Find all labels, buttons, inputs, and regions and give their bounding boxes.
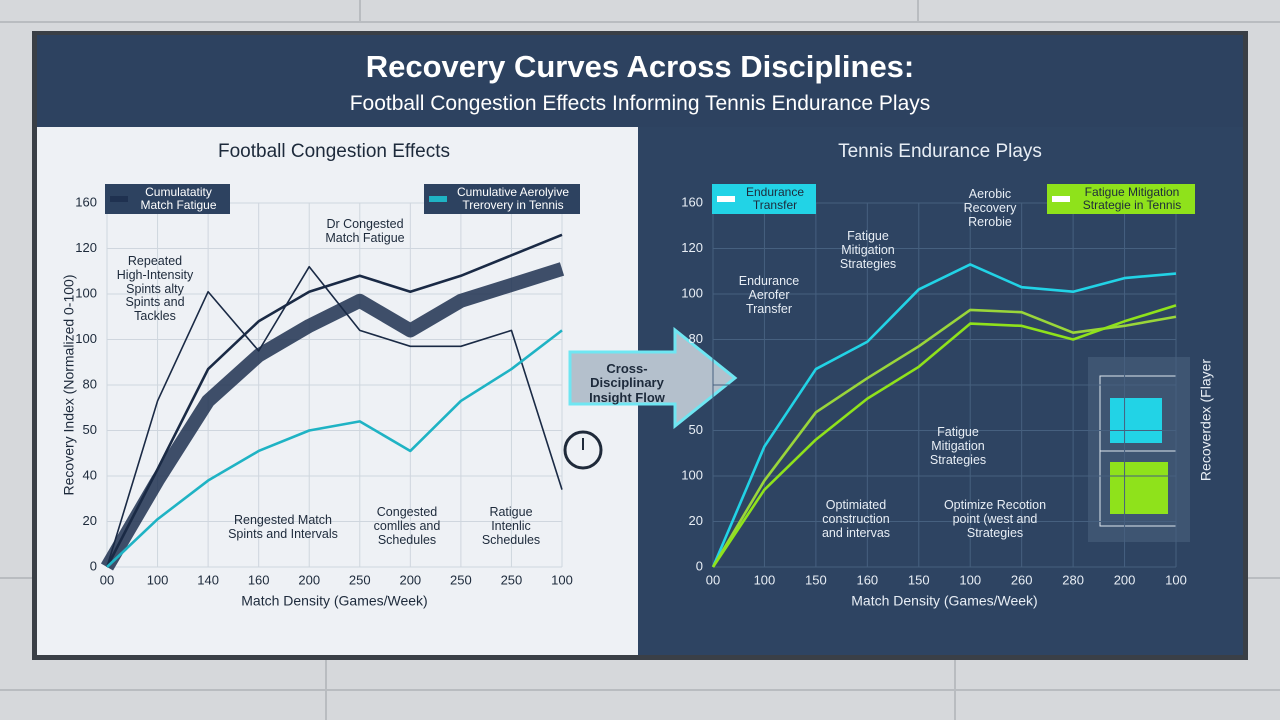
annotation: Fatigue Mitigation Strategies <box>929 425 987 467</box>
chart-title: Football Congestion Effects <box>217 141 450 162</box>
annotation: Endurance Aerofer Transfer <box>738 274 800 316</box>
annotation: Congested comlles and Schedules <box>373 505 441 547</box>
y-tick-label: 50 <box>689 422 703 437</box>
legend-swatch <box>717 196 735 202</box>
annotation: Rengested Match Spints and Intervals <box>228 513 338 541</box>
y-tick-label: 40 <box>83 467 97 482</box>
x-tick-label: 280 <box>1062 572 1084 587</box>
x-tick-label: 100 <box>1165 572 1187 587</box>
series-line <box>711 304 1177 568</box>
x-tick-label: 160 <box>248 572 270 587</box>
series-line <box>106 265 563 568</box>
flow-label: Cross-Disciplinary Insight Flow <box>589 361 665 405</box>
x-tick-label: 00 <box>100 572 114 587</box>
y-tick-label: 100 <box>681 285 703 300</box>
court-inset <box>1088 357 1190 542</box>
x-tick-label: 00 <box>706 572 720 587</box>
annotation: Fatigue Mitigation Strategies <box>839 229 897 271</box>
legend-label: Cumulative Aerolyive Trerovery in Tennis <box>456 185 570 213</box>
annotation: Dr Congested Match Fatigue <box>325 217 405 245</box>
y-axis-label: Recovery Index (Normalized 0-100) <box>61 275 77 496</box>
legend-swatch <box>429 196 447 202</box>
series-line <box>711 263 1177 568</box>
y2-axis-label: Recoverdex (Flayer <box>1198 359 1214 481</box>
y-tick-label: 80 <box>83 376 97 391</box>
series-line <box>105 233 563 568</box>
x-tick-label: 200 <box>1114 572 1136 587</box>
legend-box <box>424 184 580 214</box>
x-tick-label: 200 <box>399 572 421 587</box>
x-tick-label: 260 <box>1011 572 1033 587</box>
y-tick-label: 20 <box>689 513 703 528</box>
y-tick-label: 160 <box>681 194 703 209</box>
y-tick-label: 20 <box>83 513 97 528</box>
annotation: Aerobic Recovery Rerobie <box>963 187 1017 229</box>
y-tick-label: 0 <box>696 558 703 573</box>
chart-title: Tennis Endurance Plays <box>838 141 1042 162</box>
subtitle: Football Congestion Effects Informing Te… <box>349 92 931 115</box>
annotation: Optimiated construction and intervas <box>821 498 891 540</box>
title: Recovery Curves Across Disciplines: <box>365 49 915 84</box>
series-line <box>106 329 563 568</box>
legend-box <box>1047 184 1195 214</box>
annotation: Repeated High-Intensity Spints alty Spin… <box>116 254 194 323</box>
annotation: Optimize Recotion point (west and Strate… <box>943 498 1047 540</box>
y-tick-label: 120 <box>681 240 703 255</box>
x-tick-label: 100 <box>147 572 169 587</box>
legend-swatch <box>110 196 128 202</box>
x-tick-label: 100 <box>551 572 573 587</box>
x-axis-label: Match Density (Games/Week) <box>241 593 427 609</box>
x-tick-label: 200 <box>298 572 320 587</box>
flow-arrow <box>568 326 738 430</box>
x-tick-label: 100 <box>959 572 981 587</box>
y-tick-label: 80 <box>689 331 703 346</box>
stopwatch <box>563 430 603 470</box>
x-tick-label: 250 <box>349 572 371 587</box>
x-tick-label: 250 <box>501 572 523 587</box>
y-tick-label: 100 <box>681 467 703 482</box>
x-tick-label: 100 <box>754 572 776 587</box>
y-tick-label: 100 <box>75 331 97 346</box>
legend-label: Cumulatatity Match Fatigue <box>140 185 217 213</box>
legend-swatch <box>1052 196 1070 202</box>
x-tick-label: 250 <box>450 572 472 587</box>
series-line <box>100 262 565 571</box>
y-tick-label: 120 <box>75 240 97 255</box>
x-tick-label: 160 <box>856 572 878 587</box>
y-tick-label: 100 <box>75 285 97 300</box>
annotation: Ratigue Intenlic Schedules <box>481 505 541 547</box>
y-tick-label: 50 <box>83 422 97 437</box>
y-tick-label: 0 <box>90 558 97 573</box>
y-tick-label: 160 <box>75 194 97 209</box>
x-tick-label: 150 <box>805 572 827 587</box>
legend-label: Fatigue Mitigation Strategie in Tennis <box>1082 185 1182 213</box>
x-tick-label: 140 <box>197 572 219 587</box>
x-axis-label: Match Density (Games/Week) <box>851 593 1037 609</box>
x-tick-label: 150 <box>908 572 930 587</box>
legend-label: Endurance Transfer <box>745 185 805 213</box>
